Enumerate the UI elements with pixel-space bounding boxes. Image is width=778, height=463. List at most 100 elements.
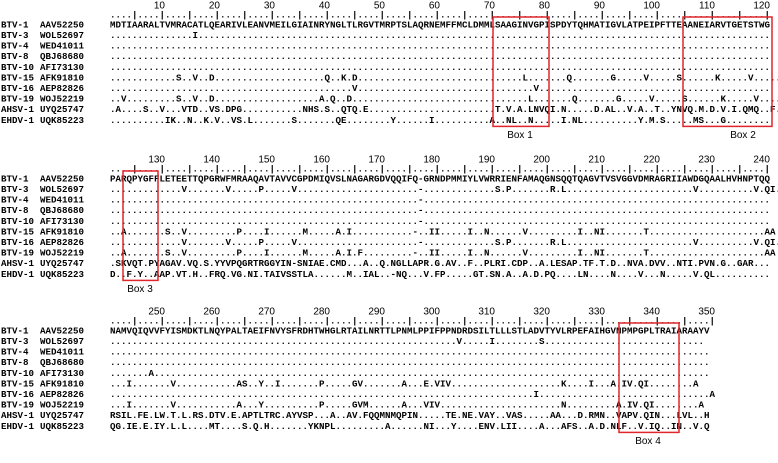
accession: WED41011 (40, 195, 84, 206)
sequence: NAMVQIQVVFYISMDKTLNQYPALTAEIFNVYSFRDHTWH… (110, 325, 710, 336)
box-label: Box 4 (635, 436, 661, 447)
position-number: 140 (203, 155, 220, 166)
position-ruler: ....|....|....|....|....|....|....|....|… (110, 9, 770, 20)
serotype: BTV-10 (1, 216, 34, 227)
position-number: 80 (539, 1, 551, 12)
accession: AFK91810 (40, 378, 84, 389)
position-number: 310 (478, 307, 495, 318)
accession: AFK91810 (40, 226, 84, 237)
sequence: ........................................… (110, 195, 770, 206)
position-number: 350 (698, 307, 715, 318)
position-number: 160 (313, 155, 330, 166)
accession: WOJ52219 (40, 94, 84, 105)
sequence: ........................................… (110, 216, 770, 227)
position-number: 60 (429, 1, 441, 12)
position-number: 130 (148, 155, 165, 166)
position-number: 50 (374, 1, 386, 12)
serotype: AHSV-1 (1, 258, 34, 269)
serotype: BTV-16 (1, 389, 34, 400)
accession: AFI73130 (40, 216, 84, 227)
serotype: BTV-1 (1, 173, 29, 184)
serotype: BTV-10 (1, 62, 34, 73)
position-number: 280 (313, 307, 330, 318)
highlight-box (682, 16, 773, 128)
serotype: BTV-4 (1, 195, 29, 206)
sequence: ........................................… (110, 389, 716, 400)
serotype: AHSV-1 (1, 104, 34, 115)
alignment-block: 250 260 270 280 290 300 310 320 330 340 350....|..… (1, 307, 716, 447)
serotype: AHSV-1 (1, 410, 34, 421)
accession: QBJ68680 (40, 205, 84, 216)
position-number: 110 (699, 1, 715, 12)
position-number: 30 (264, 1, 276, 12)
accession: AEP82826 (40, 83, 84, 94)
serotype: BTV-1 (1, 325, 29, 336)
sequence: ........................................… (110, 347, 710, 358)
serotype: BTV-1 (1, 19, 29, 30)
serotype: EHDV-1 (1, 421, 34, 432)
position-number: 220 (643, 155, 660, 166)
serotype: BTV-3 (1, 30, 29, 41)
accession: AAV52250 (40, 173, 84, 184)
sequence: ...............I........................… (110, 30, 770, 41)
sequence: ..........IK..N..K.V..VS.L.......S......… (110, 115, 770, 126)
serotype: BTV-3 (1, 336, 29, 347)
highlight-box (122, 170, 159, 282)
sequence: ...I.......V...........A...Y..........P.… (110, 400, 705, 411)
serotype: BTV-19 (1, 400, 34, 411)
sequence: ........................................… (110, 83, 770, 94)
serotype: BTV-15 (1, 72, 34, 83)
accession: WOJ52219 (40, 400, 84, 411)
position-number: 40 (319, 1, 331, 12)
sequence: .SKVQT.PYAGAV.VQ.S.YYVPQGRTRGGYIN-SNIAE.… (110, 258, 770, 269)
position-number: 340 (643, 307, 660, 318)
sequence: ........................................… (110, 62, 770, 73)
sequence: .............V.......V.....P.....V......… (110, 184, 778, 195)
serotype: BTV-19 (1, 94, 34, 105)
position-ruler: ....|....|....|....|....|....|....|....|… (110, 315, 715, 326)
serotype: BTV-4 (1, 41, 29, 52)
highlight-box (492, 16, 550, 128)
serotype: EHDV-1 (1, 269, 34, 280)
accession: UYQ25747 (40, 104, 84, 115)
accession: AAV52250 (40, 325, 84, 336)
accession: WOL52697 (40, 184, 84, 195)
sequence: ...I.......V...........AS..Y..I.......P.… (110, 378, 699, 389)
sequence: ........................................… (110, 51, 770, 62)
position-number: 150 (258, 155, 275, 166)
accession: UQK85223 (40, 269, 84, 280)
box-label: Box 3 (127, 284, 153, 295)
position-number: 290 (368, 307, 385, 318)
accession: WED41011 (40, 347, 84, 358)
serotype: BTV-15 (1, 226, 34, 237)
serotype: BTV-3 (1, 184, 29, 195)
sequence: .............V.......V.....P.....V......… (110, 237, 778, 248)
sequence: PARQPYGFFLETEETTQPGRWFMRAAQAVTAVVCGPDMIQ… (110, 173, 771, 184)
box-label: Box 1 (507, 130, 533, 141)
sequence: ........................................… (110, 357, 710, 368)
position-number: 240 (753, 155, 770, 166)
serotype: BTV-8 (1, 205, 28, 216)
position-number: 300 (423, 307, 440, 318)
serotype: BTV-16 (1, 237, 34, 248)
sequence: QG.IE.E.IY.L.L....MT....S.Q.H.......YKNP… (110, 421, 710, 432)
position-number: 210 (588, 155, 605, 166)
sequence: .......A................................… (110, 368, 710, 379)
sequence: ..V.........S..V..D...................A.… (110, 94, 778, 105)
serotype: EHDV-1 (1, 115, 34, 126)
position-number: 320 (533, 307, 550, 318)
serotype: BTV-10 (1, 368, 34, 379)
accession: UQK85223 (40, 115, 84, 126)
box-label: Box 2 (730, 130, 756, 141)
sequence: MDTIAARALTVMRACATLQEARIVLEANVMEILGIAINRY… (110, 19, 771, 30)
accession: UQK85223 (40, 421, 84, 432)
position-number: 200 (533, 155, 550, 166)
sequence: D..F.Y..AAP.VT.H..FRQ.VG.NI.TAIVSSTLA...… (110, 269, 770, 280)
alignment-block: 130 140 150 160 170 180 190 200 210 220 230 240....… (1, 155, 778, 295)
sequence: ........................................… (110, 205, 770, 216)
accession: AAV52250 (40, 19, 84, 30)
position-number: 250 (148, 307, 165, 318)
accession: QBJ68680 (40, 357, 84, 368)
accession: AEP82826 (40, 237, 84, 248)
